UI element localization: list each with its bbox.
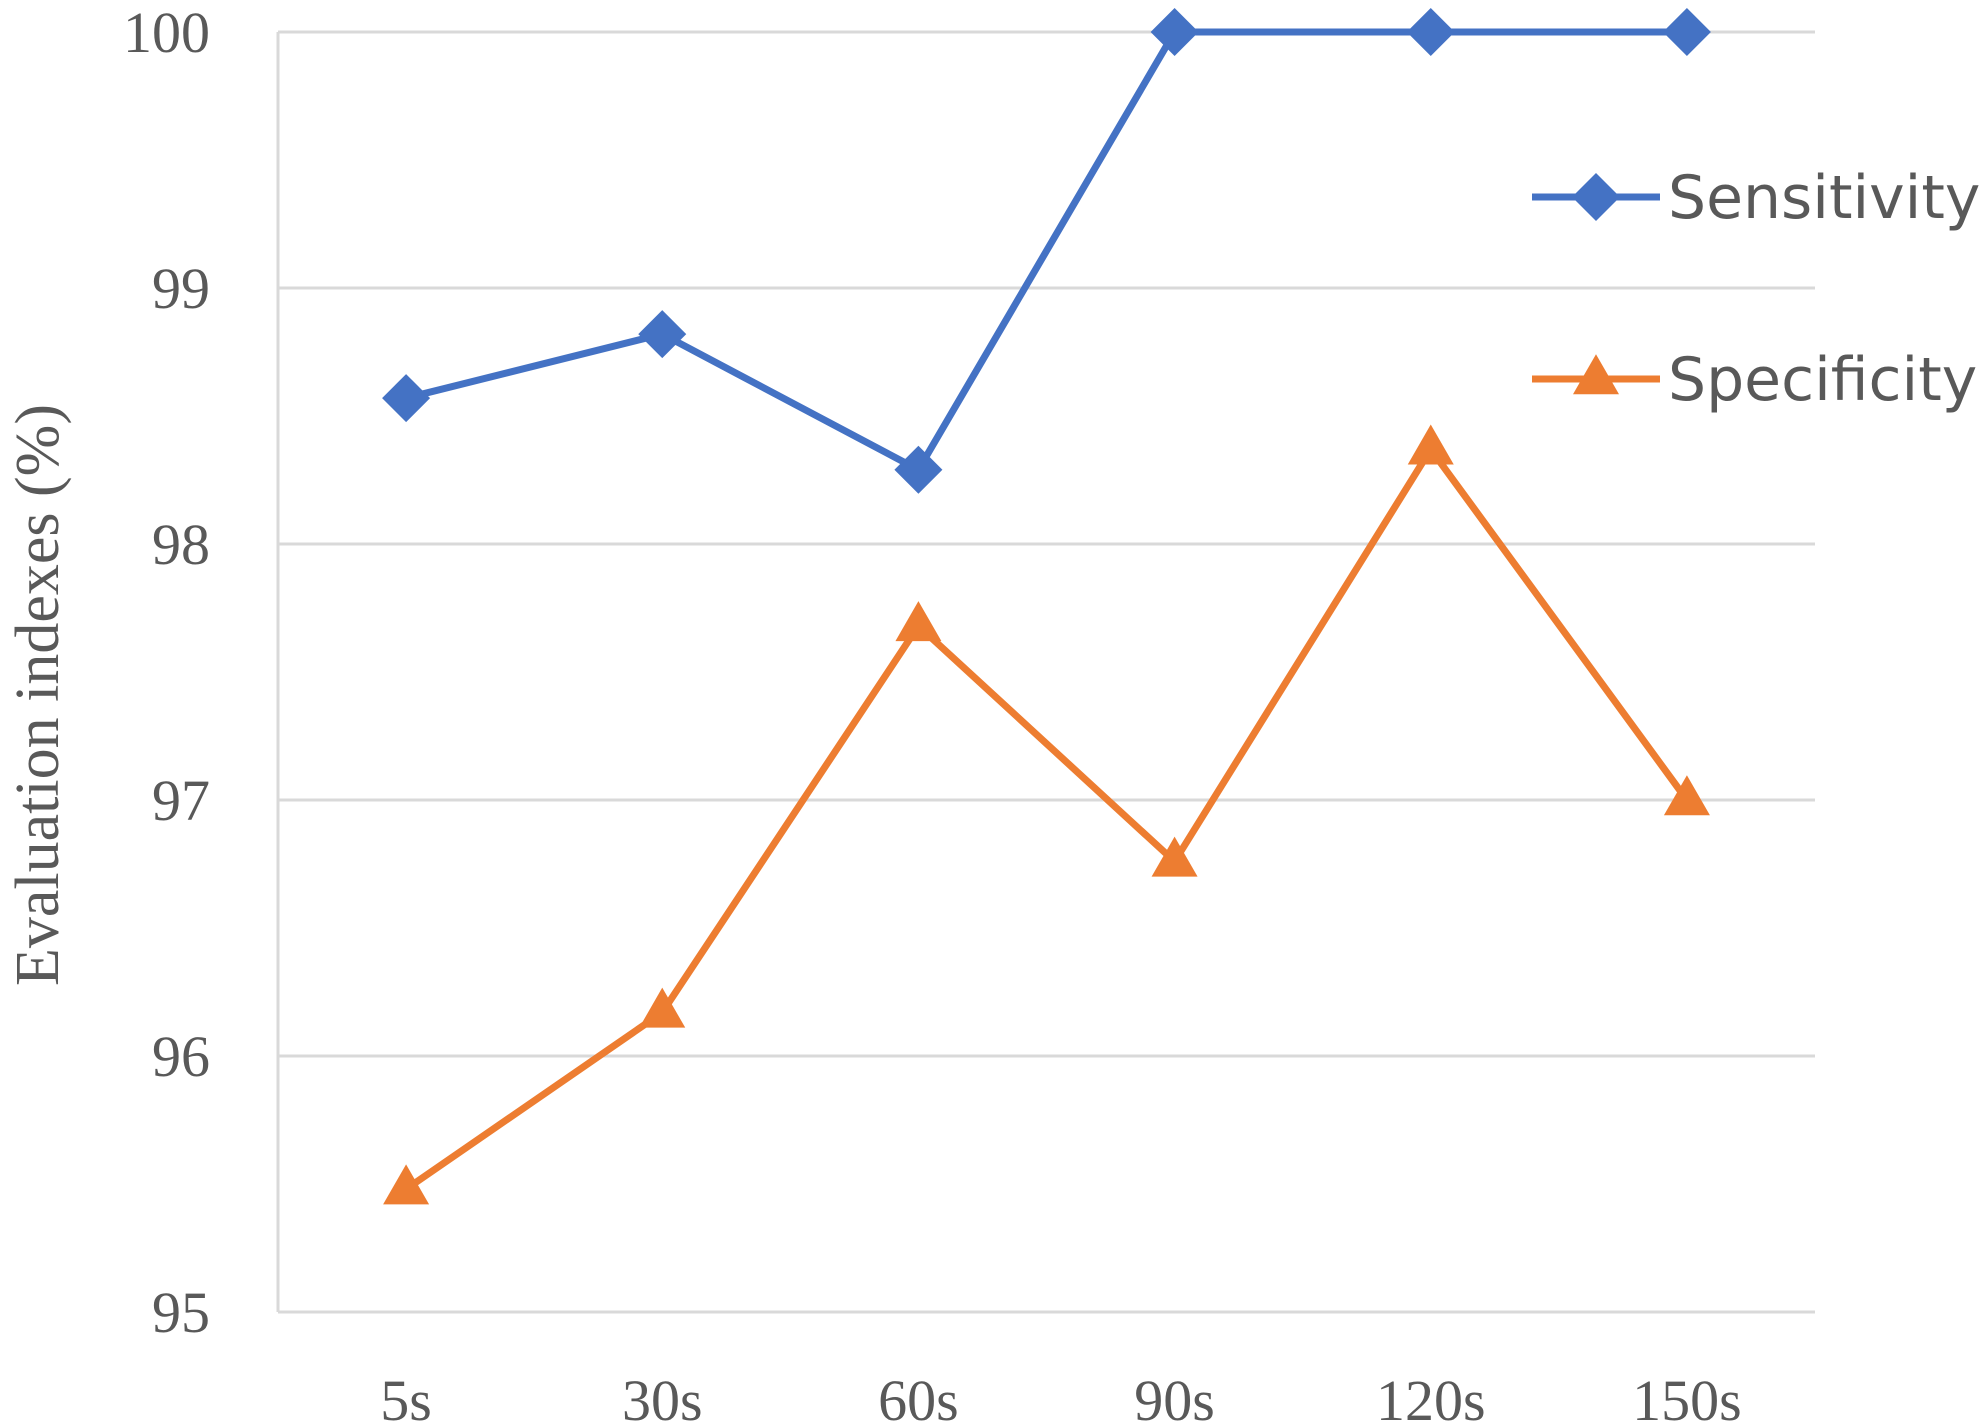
x-tick-labels: 5s 30s 60s 90s 120s 150s (380, 1368, 1741, 1427)
sensitivity-point (638, 310, 687, 359)
specificity-point (1663, 775, 1710, 816)
y-tick-label: 99 (152, 256, 210, 321)
x-tick-label: 150s (1632, 1368, 1742, 1427)
legend-label: Specificity (1668, 345, 1977, 415)
legend: Sensitivity Specificity (1532, 163, 1980, 415)
series-line-specificity (404, 445, 1690, 1193)
legend-item-sensitivity: Sensitivity (1532, 163, 1980, 233)
y-tick-label: 95 (152, 1280, 210, 1345)
legend-marker-triangle (1573, 354, 1619, 395)
x-tick-label: 30s (622, 1368, 703, 1427)
specificity-point (383, 1164, 430, 1205)
series-specificity (383, 424, 1710, 1205)
series-group (382, 8, 1711, 1205)
specificity-point (1407, 424, 1454, 465)
sensitivity-point (1150, 8, 1199, 56)
x-tick-label: 5s (380, 1368, 432, 1427)
y-tick-label: 96 (152, 1024, 210, 1089)
y-tick-label: 100 (123, 0, 210, 65)
legend-marker-diamond (1572, 173, 1620, 221)
sensitivity-point (1662, 8, 1711, 56)
legend-label: Sensitivity (1668, 163, 1980, 233)
sensitivity-point (894, 445, 943, 494)
y-tick-labels: 95 96 97 98 99 100 (123, 0, 210, 1345)
series-sensitivity (382, 8, 1711, 494)
sensitivity-point (1406, 8, 1455, 56)
specificity-point (639, 987, 686, 1028)
y-tick-label: 97 (152, 768, 210, 833)
x-tick-label: 90s (1134, 1368, 1215, 1427)
sensitivity-point (382, 374, 431, 423)
y-axis-title: Evaluation indexes (%) (4, 404, 72, 986)
x-tick-label: 120s (1376, 1368, 1486, 1427)
y-tick-label: 98 (152, 512, 210, 577)
series-line-sensitivity (405, 28, 1687, 474)
legend-item-specificity: Specificity (1532, 345, 1977, 415)
specificity-point (895, 601, 942, 642)
x-tick-label: 60s (878, 1368, 959, 1427)
gridlines (276, 30, 1815, 1314)
specificity-point (1151, 836, 1198, 877)
